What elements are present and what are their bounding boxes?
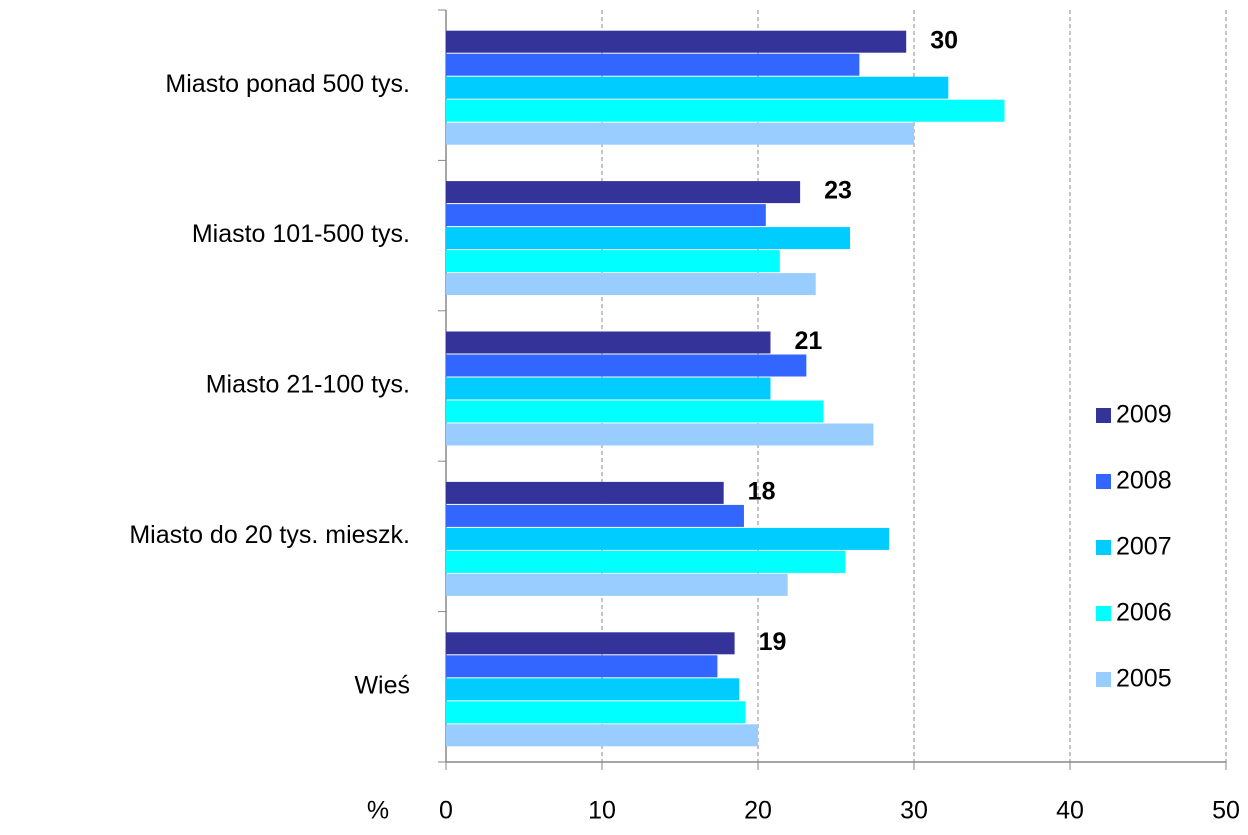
bar <box>446 678 740 701</box>
data-label: 21 <box>794 327 822 355</box>
legend-label: 2007 <box>1116 533 1172 561</box>
bar <box>446 354 807 377</box>
x-tick-label: 20 <box>744 797 772 825</box>
bar <box>446 273 816 296</box>
bar <box>446 504 744 527</box>
legend-label: 2005 <box>1116 665 1172 693</box>
bar <box>446 701 746 724</box>
data-label: 30 <box>930 26 958 54</box>
y-tick-label: Wieś <box>354 671 410 699</box>
bar <box>446 423 874 446</box>
x-tick-label: 50 <box>1212 797 1240 825</box>
bar <box>446 30 907 53</box>
x-tick-label: 10 <box>588 797 616 825</box>
y-tick-label: Miasto 101-500 tys. <box>192 220 410 248</box>
legend-swatch <box>1096 408 1111 423</box>
data-label: 23 <box>824 177 852 205</box>
bar <box>446 573 788 596</box>
legend-label: 2008 <box>1116 467 1172 495</box>
legend-swatch <box>1096 672 1111 687</box>
bar <box>446 99 1005 122</box>
bar <box>446 331 771 354</box>
bar <box>446 53 860 76</box>
bar <box>446 527 890 550</box>
bar <box>446 122 914 145</box>
bar <box>446 250 780 273</box>
bar <box>446 550 846 573</box>
data-label: 18 <box>748 478 776 506</box>
bar <box>446 76 949 99</box>
x-axis-label: % <box>367 797 389 825</box>
legend-swatch <box>1096 606 1111 621</box>
bar <box>446 655 718 678</box>
bar <box>446 724 758 747</box>
bar <box>446 181 801 204</box>
y-tick-label: Miasto 21-100 tys. <box>206 371 410 399</box>
bar <box>446 227 851 250</box>
x-tick-label: 30 <box>900 797 928 825</box>
y-tick-label: Miasto ponad 500 tys. <box>165 70 410 98</box>
bar <box>446 204 766 227</box>
legend-swatch <box>1096 474 1111 489</box>
bar <box>446 400 824 423</box>
bar <box>446 481 724 504</box>
legend-label: 2006 <box>1116 599 1172 627</box>
bar <box>446 377 771 400</box>
bar <box>446 632 735 655</box>
x-tick-label: 0 <box>439 797 453 825</box>
x-tick-label: 40 <box>1056 797 1084 825</box>
legend-swatch <box>1096 540 1111 555</box>
data-label: 19 <box>759 628 787 656</box>
legend-label: 2009 <box>1116 401 1172 429</box>
y-tick-label: Miasto do 20 tys. mieszk. <box>129 521 410 549</box>
